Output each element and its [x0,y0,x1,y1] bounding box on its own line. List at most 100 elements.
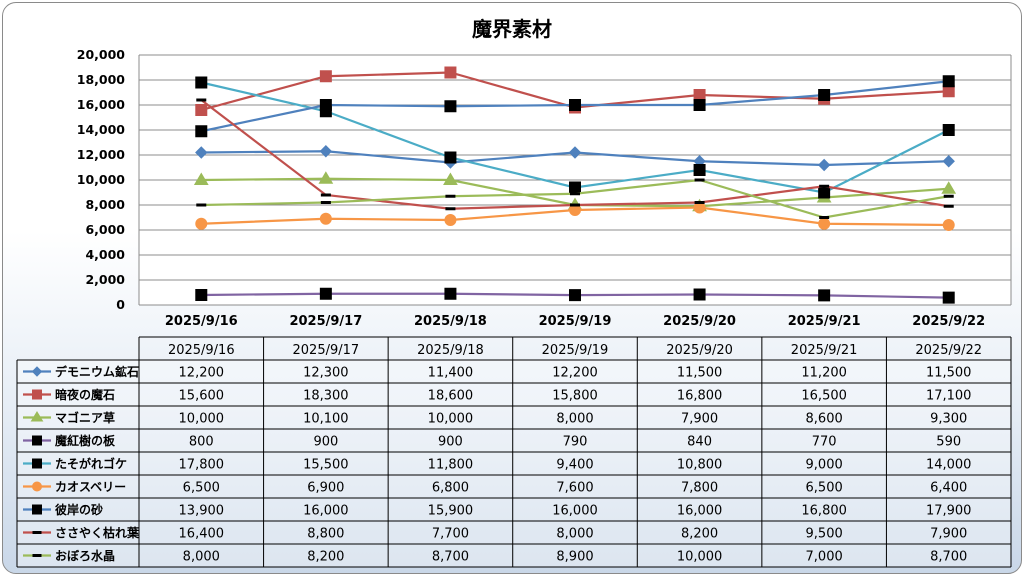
table-cell: 7,000 [806,550,843,565]
table-cell: 8,600 [806,412,843,427]
table-header-date: 2025/9/21 [791,343,858,358]
data-point [319,145,333,158]
data-point [942,85,955,98]
table-cell: 8,800 [307,527,344,542]
y-tick-label: 0 [116,297,125,312]
table-cell: 8,900 [556,550,593,565]
table-cell: 7,600 [556,481,593,496]
data-point [32,389,42,400]
data-point [318,171,334,184]
data-point [444,66,457,79]
data-point [32,458,42,469]
y-tick-label: 12,000 [77,147,126,162]
data-point [694,178,705,182]
data-point [32,504,42,515]
data-point [193,172,209,185]
chart-title: 魔界素材 [472,17,552,41]
data-point [319,287,332,300]
table-cell: 12,200 [179,366,225,381]
legend-label: デモニウム鉱石 [55,364,139,379]
table-cell: 840 [687,435,712,450]
series-line [195,287,955,304]
x-tick-label: 2025/9/22 [912,314,985,329]
data-point [818,186,831,199]
x-tick-label: 2025/9/20 [663,314,736,329]
table-cell: 16,500 [801,389,847,404]
table-cell: 15,800 [552,389,598,404]
table-cell: 8,000 [556,527,593,542]
table-cell: 7,900 [681,412,718,427]
y-tick-label: 18,000 [77,72,126,87]
table-cell: 18,600 [428,389,474,404]
x-tick-label: 2025/9/17 [289,314,362,329]
table-cell: 8,700 [432,550,469,565]
data-point [319,70,332,83]
y-tick-label: 8,000 [85,197,125,212]
table-cell: 7,700 [432,527,469,542]
series-line [196,98,954,211]
legend-label: マゴニア草 [55,410,115,425]
legend-label: カオスベリー [55,480,126,494]
data-point [941,181,957,194]
data-point [444,214,457,226]
table-cell: 18,300 [303,389,349,404]
data-point [819,216,830,219]
table-cell: 790 [563,435,588,450]
data-point [569,289,581,302]
legend-label: ささやく枯れ葉 [55,525,140,540]
data-point [694,201,705,204]
table-cell: 8,000 [556,412,593,427]
y-tick-label: 2,000 [85,272,125,287]
table-cell: 16,400 [179,527,225,542]
table-cell: 17,900 [926,504,972,519]
y-tick-label: 20,000 [77,47,126,62]
table-cell: 900 [438,435,463,450]
table-cell: 11,800 [428,458,474,473]
data-point [943,204,954,208]
series-line [195,75,955,138]
x-tick-label: 2025/9/16 [165,314,238,329]
table-cell: 11,200 [801,366,847,381]
data-point [444,287,457,300]
table-cell: 7,900 [930,527,967,542]
table-cell: 16,800 [801,504,847,519]
y-tick-label: 16,000 [77,97,126,112]
table-cell: 16,000 [303,504,349,519]
data-point [196,203,207,207]
table-cell: 11,500 [677,366,723,381]
legend-label: たそがれゴケ [55,456,127,471]
table-cell: 15,600 [179,389,225,404]
table-cell: 11,400 [428,366,474,381]
data-point [32,435,42,446]
data-point [693,288,706,301]
data-point [942,75,955,88]
data-point [443,172,458,185]
data-point [942,291,955,304]
data-point [943,194,954,198]
data-point [320,201,331,204]
table-header-date: 2025/9/20 [666,343,733,358]
series-line [196,178,954,219]
data-point [319,212,332,225]
table-cell: 900 [313,435,338,450]
data-point [693,164,706,176]
table-cell: 8,200 [681,527,718,542]
table-cell: 17,100 [926,389,972,404]
table-cell: 800 [189,435,214,450]
data-point [195,125,208,138]
table-body [17,360,1011,567]
table-cell: 12,300 [303,366,349,381]
table-cell: 14,000 [926,458,972,473]
table-cell: 10,000 [428,412,474,427]
data-point [32,481,42,492]
table-header-date: 2025/9/17 [293,343,360,358]
data-point [693,89,706,101]
data-point [818,217,831,230]
data-point [444,100,457,113]
data-point [444,151,457,164]
table-cell: 9,400 [556,458,593,473]
table-cell: 16,800 [677,389,723,404]
table-cell: 8,000 [183,550,220,565]
table-cell: 6,500 [806,481,843,496]
